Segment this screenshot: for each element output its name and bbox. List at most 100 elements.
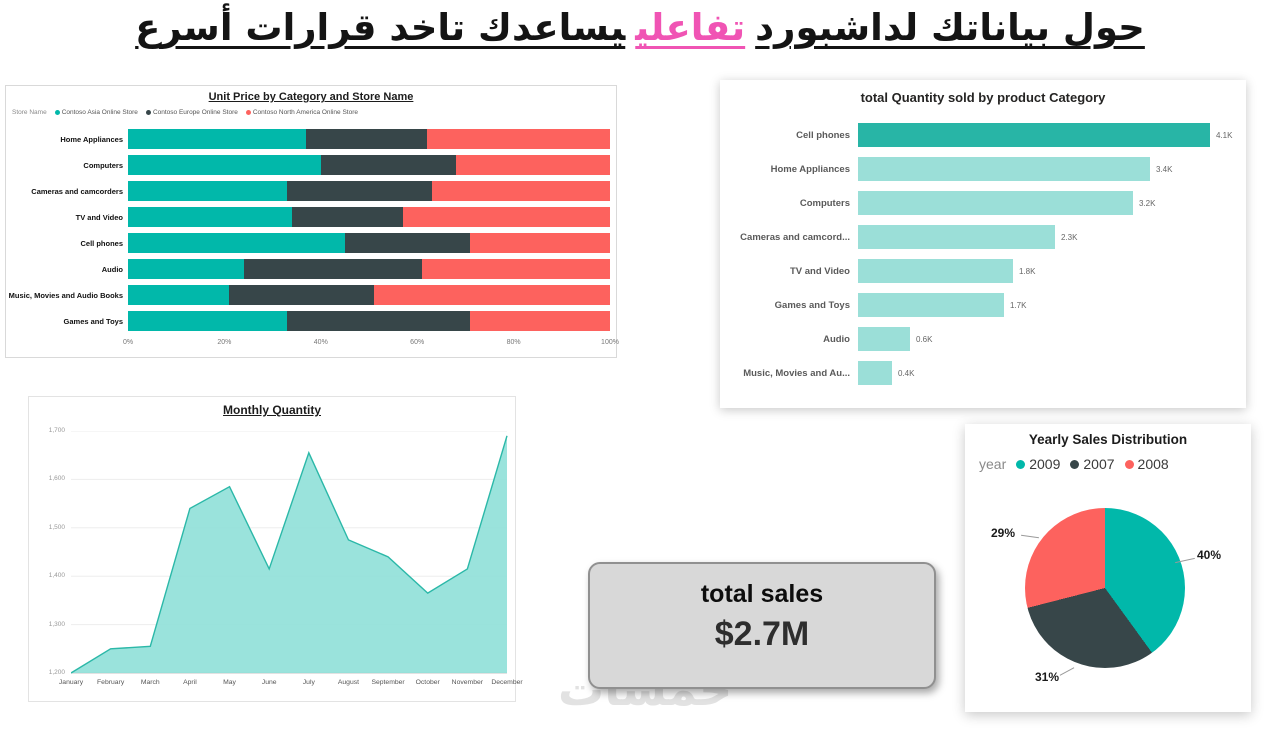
y-axis-tick: 1,200 bbox=[48, 669, 65, 676]
bar-segment[interactable] bbox=[373, 285, 610, 305]
legend-label: 2007 bbox=[1083, 456, 1115, 472]
bar-segment[interactable] bbox=[128, 129, 307, 149]
bar-segment[interactable] bbox=[455, 155, 610, 175]
stacked-bar-track bbox=[128, 233, 610, 253]
bar-segment[interactable] bbox=[229, 285, 374, 305]
stacked-bar-row: Computers bbox=[6, 152, 616, 178]
bar-track: 1.8K bbox=[858, 259, 1246, 283]
stacked-bar-row: Cell phones bbox=[6, 230, 616, 256]
stacked-bar-track bbox=[128, 207, 610, 227]
bar-segment[interactable] bbox=[128, 181, 288, 201]
quantity-bar-chart-panel: total Quantity sold by product Category … bbox=[720, 80, 1246, 408]
x-axis-tick: December bbox=[491, 679, 523, 686]
pie-circle[interactable] bbox=[1025, 508, 1185, 668]
title-post: يساعدك تاخد قرارات أسرع bbox=[135, 6, 626, 49]
quantity-bar[interactable] bbox=[858, 123, 1210, 147]
bar-segment[interactable] bbox=[422, 259, 610, 279]
legend-dot bbox=[54, 110, 60, 115]
stacked-bar-chart-panel: Unit Price by Category and Store Name St… bbox=[5, 85, 619, 358]
title-highlight: تفاعلي bbox=[635, 6, 746, 49]
value-label: 3.2K bbox=[1139, 198, 1156, 208]
bar-segment[interactable] bbox=[287, 311, 471, 331]
bar-segment[interactable] bbox=[320, 155, 456, 175]
bar-track: 3.2K bbox=[858, 191, 1246, 215]
quantity-bar[interactable] bbox=[858, 361, 892, 385]
bar-segment[interactable] bbox=[128, 259, 244, 279]
bar-track: 3.4K bbox=[858, 157, 1246, 181]
x-axis: 0% 20% 40% 60% 80% 100% bbox=[123, 339, 619, 351]
bar-segment[interactable] bbox=[128, 285, 230, 305]
bar-row: Computers 3.2K bbox=[720, 186, 1246, 220]
legend-label: Contoso Europe Online Store bbox=[152, 109, 238, 116]
legend-item[interactable]: Contoso North America Online Store bbox=[245, 109, 358, 116]
y-axis-tick: 1,300 bbox=[48, 620, 65, 628]
legend-dot bbox=[245, 110, 251, 115]
value-label: 1.8K bbox=[1019, 266, 1036, 276]
area-chart-plot[interactable] bbox=[71, 431, 509, 675]
stacked-bar-track bbox=[128, 285, 610, 305]
label-leader-line bbox=[1059, 667, 1075, 676]
x-axis-tick: 80% bbox=[506, 339, 521, 346]
x-axis-tick: June bbox=[261, 679, 277, 686]
bar-segment[interactable] bbox=[344, 233, 471, 253]
bar-segment[interactable] bbox=[470, 311, 610, 331]
stacked-bar-row: Games and Toys bbox=[6, 308, 616, 334]
bar-segment[interactable] bbox=[306, 129, 427, 149]
bar-segment[interactable] bbox=[128, 311, 288, 331]
bar-row: Music, Movies and Au... 0.4K bbox=[720, 356, 1246, 390]
quantity-bar[interactable] bbox=[858, 157, 1150, 181]
legend-item[interactable]: 2007 bbox=[1070, 456, 1115, 472]
value-label: 4.1K bbox=[1216, 130, 1233, 140]
quantity-bar[interactable] bbox=[858, 259, 1013, 283]
category-label: Music, Movies and Audio Books bbox=[8, 290, 123, 300]
legend-item[interactable]: 2009 bbox=[1016, 456, 1060, 472]
x-axis-tick: January bbox=[58, 679, 84, 686]
stacked-chart-legend: Store Name Contoso Asia Online Store Conto… bbox=[12, 109, 358, 116]
bar-segment[interactable] bbox=[431, 181, 610, 201]
x-axis-tick: 20% bbox=[217, 339, 232, 346]
quantity-bar-rows: Cell phones 4.1K Home Appliances 3.4K Comput… bbox=[720, 118, 1246, 390]
category-label: Music, Movies and Au... bbox=[743, 367, 850, 379]
pie-chart-panel: Yearly Sales Distribution year 2009 2007 20… bbox=[965, 424, 1251, 712]
bar-segment[interactable] bbox=[128, 155, 321, 175]
quantity-bar[interactable] bbox=[858, 191, 1133, 215]
x-axis-tick: 40% bbox=[313, 339, 328, 346]
x-axis-tick: September bbox=[371, 679, 405, 686]
bar-segment[interactable] bbox=[243, 259, 422, 279]
value-label: 0.6K bbox=[916, 334, 933, 344]
value-label: 0.4K bbox=[898, 368, 915, 378]
chart-title: Yearly Sales Distribution bbox=[1028, 432, 1188, 447]
legend-dot bbox=[1070, 459, 1080, 469]
legend-dot bbox=[1016, 459, 1026, 469]
legend-item[interactable]: Contoso Europe Online Store bbox=[145, 109, 238, 116]
legend-item[interactable]: 2008 bbox=[1124, 456, 1169, 472]
category-label: Cell phones bbox=[80, 238, 123, 248]
category-label: Games and Toys bbox=[63, 316, 123, 326]
card-title: total sales bbox=[700, 580, 824, 608]
category-label: Cameras and camcord... bbox=[740, 231, 850, 243]
category-label: Cell phones bbox=[796, 129, 850, 141]
monthly-area-chart-panel: Monthly Quantity 1,700 1,600 1,500 1,400 1,3… bbox=[28, 396, 523, 702]
bar-segment[interactable] bbox=[402, 207, 610, 227]
legend-label: 2009 bbox=[1029, 456, 1061, 472]
y-axis-tick: 1,400 bbox=[48, 572, 65, 580]
x-axis-tick: February bbox=[97, 679, 125, 686]
stacked-bar-row: Music, Movies and Audio Books bbox=[6, 282, 616, 308]
total-sales-card: total sales $2.7M bbox=[588, 562, 936, 689]
stacked-bar-row: Home Appliances bbox=[6, 126, 616, 152]
bar-segment[interactable] bbox=[291, 207, 403, 227]
quantity-bar[interactable] bbox=[858, 327, 910, 351]
bar-row: Audio 0.6K bbox=[720, 322, 1246, 356]
quantity-bar[interactable] bbox=[858, 293, 1004, 317]
bar-segment[interactable] bbox=[287, 181, 432, 201]
legend-item[interactable]: Contoso Asia Online Store bbox=[54, 109, 138, 116]
bar-track: 2.3K bbox=[858, 225, 1246, 249]
quantity-bar[interactable] bbox=[858, 225, 1055, 249]
bar-segment[interactable] bbox=[128, 207, 292, 227]
bar-track: 4.1K bbox=[858, 123, 1246, 147]
bar-row: TV and Video 1.8K bbox=[720, 254, 1246, 288]
bar-segment[interactable] bbox=[470, 233, 610, 253]
bar-segment[interactable] bbox=[128, 233, 345, 253]
bar-segment[interactable] bbox=[426, 129, 610, 149]
